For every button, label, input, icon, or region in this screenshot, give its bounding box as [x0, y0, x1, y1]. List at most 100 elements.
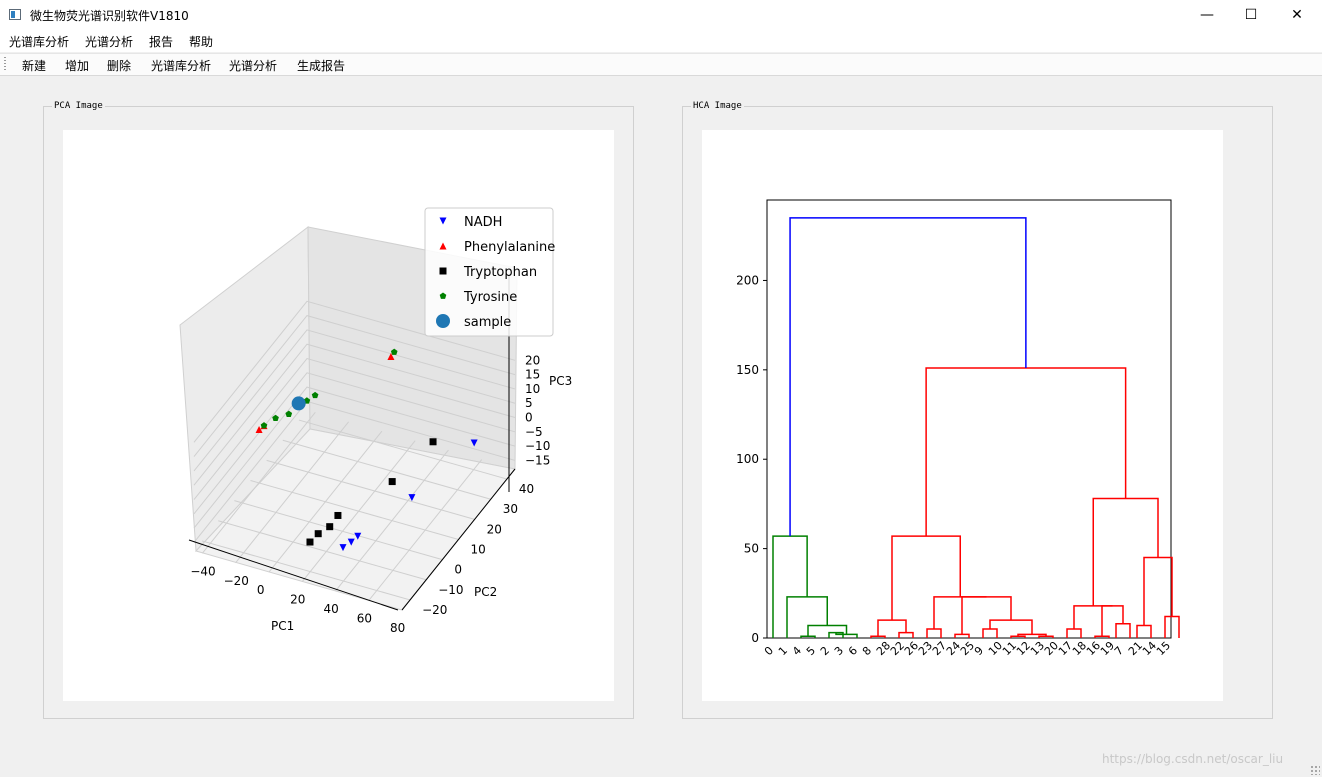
pca-points — [255, 348, 478, 552]
pca-point-sample — [291, 396, 306, 411]
toolbar-new-button[interactable]: 新建 — [22, 59, 47, 73]
pca-x-label: PC1 — [271, 619, 294, 633]
pca-legend-label: Tyrosine — [463, 290, 517, 305]
hca-y-tick-label: 50 — [744, 542, 759, 556]
pca-z-tick-label: 0 — [525, 411, 533, 425]
hca-y-tick-label: 0 — [751, 631, 759, 645]
hca-leaf-label: 2 — [818, 644, 832, 658]
hca-group: HCA Image — [682, 100, 1273, 719]
close-button[interactable]: ✕ — [1291, 7, 1303, 23]
pca-grid-line — [193, 343, 516, 486]
hca-link — [1094, 635, 1110, 638]
hca-leaf-label: 3 — [832, 644, 846, 658]
minimize-button[interactable]: — — [1200, 7, 1214, 23]
hca-y-tick-label: 200 — [736, 273, 759, 287]
pca-point-tryptophan — [334, 511, 342, 519]
pca-x-tick-label: −40 — [190, 564, 215, 578]
hca-link — [789, 217, 1027, 537]
hca-group-title: HCA Image — [691, 100, 744, 112]
pca-point-phenylalanine — [387, 352, 395, 360]
pca-legend-label: Phenylalanine — [464, 240, 555, 255]
menu-help[interactable]: 帮助 — [189, 35, 214, 49]
hca-link — [1073, 605, 1113, 630]
hca-leaf-label: 9 — [972, 644, 986, 658]
pca-legend-label: sample — [464, 315, 511, 330]
hca-leaf-label: 8 — [860, 644, 874, 658]
app-icon — [9, 9, 21, 20]
menu-spectral-library-analysis[interactable]: 光谱库分析 — [9, 35, 70, 49]
pca-grid-line — [193, 372, 516, 515]
pca-x-tick-label: 60 — [357, 612, 372, 626]
pca-y-axis-line — [401, 468, 516, 611]
pca-grid-line — [250, 480, 459, 540]
pca-legend-marker — [436, 314, 450, 328]
pca-point-tryptophan — [306, 538, 314, 546]
pca-grid-line — [266, 459, 475, 520]
pca-grid-line — [218, 520, 427, 581]
hca-link — [1066, 628, 1082, 638]
pca-y-tick-label: 30 — [503, 502, 518, 516]
menu-bar: 光谱库分析 光谱分析 报告 帮助 — [0, 30, 1322, 52]
hca-leaf-label: 6 — [846, 644, 860, 658]
pca-grid-line — [193, 300, 516, 443]
toolbar-generate-report-button[interactable]: 生成报告 — [297, 59, 346, 73]
pca-point-tyrosine — [311, 391, 319, 399]
pca-grid-line — [193, 315, 516, 457]
hca-link — [891, 535, 961, 621]
toolbar-grip[interactable] — [4, 57, 6, 71]
pca-grid-line — [234, 500, 443, 561]
title-bar: 微生物荧光谱识别软件V1810 — ☐ ✕ — [0, 0, 1322, 30]
hca-link — [1092, 497, 1159, 606]
pca-group-title: PCA Image — [52, 100, 105, 112]
pca-x-tick-label: 80 — [390, 621, 405, 635]
hca-link — [933, 596, 987, 630]
pca-y-label: PC2 — [474, 585, 497, 599]
hca-link — [1136, 624, 1152, 638]
pca-y-tick-label: 10 — [471, 543, 486, 557]
hca-y-tick-label: 100 — [736, 452, 759, 466]
pca-point-tryptophan — [314, 530, 322, 538]
hca-link — [1010, 635, 1026, 638]
pca-legend-box — [424, 207, 554, 337]
hca-canvas: 0 50 100 150 200 0 1 4 5 2 3 6 8 28 22 26 23 27 24 25 9 10 11… — [702, 130, 1223, 701]
toolbar-library-analysis-button[interactable]: 光谱库分析 — [151, 59, 212, 73]
size-grip[interactable] — [1310, 765, 1320, 775]
pca-tick-labels: −40−20020406080−20−1001020304020151050−5… — [190, 353, 550, 635]
pca-z-tick-label: 20 — [525, 353, 540, 367]
pca-z-tick-label: −15 — [525, 453, 550, 467]
pca-y-tick-label: −20 — [422, 603, 447, 617]
toolbar-spectral-analysis-button[interactable]: 光谱分析 — [229, 59, 278, 73]
hca-plot-frame — [766, 199, 1172, 639]
pca-grid-line — [193, 357, 516, 500]
pca-x-tick-label: 20 — [290, 593, 305, 607]
pca-grid-line — [193, 329, 516, 472]
pca-point-tyrosine — [390, 348, 398, 355]
pca-group: PCA Image — [43, 100, 634, 719]
watermark: https://blog.csdn.net/oscar_liu — [1102, 752, 1284, 766]
menu-report[interactable]: 报告 — [149, 35, 174, 49]
pca-grid-line — [282, 439, 491, 500]
pca-legend-label: NADH — [464, 215, 502, 230]
hca-link — [786, 596, 828, 638]
hca-link — [800, 635, 816, 638]
hca-link — [925, 367, 1127, 537]
pca-x-tick-label: 0 — [257, 583, 265, 597]
toolbar-add-button[interactable]: 增加 — [65, 59, 90, 73]
pca-y-tick-label: 20 — [487, 522, 502, 536]
hca-link — [1164, 615, 1180, 638]
hca-link — [877, 619, 907, 637]
pca-x-tick-label: −20 — [224, 574, 249, 588]
menu-spectral-analysis[interactable]: 光谱分析 — [85, 35, 134, 49]
pca-z-tick-label: 5 — [525, 396, 533, 410]
pca-z-tick-label: 15 — [525, 368, 540, 382]
pca-grid-line — [193, 386, 516, 529]
hca-link — [982, 628, 998, 638]
maximize-button[interactable]: ☐ — [1244, 7, 1258, 23]
pca-z-label: PC3 — [549, 374, 572, 388]
pca-x-tick-label: 40 — [323, 602, 338, 616]
hca-link — [1115, 622, 1131, 638]
hca-y-tick-label: 150 — [736, 363, 759, 377]
toolbar-delete-button[interactable]: 删除 — [107, 59, 132, 73]
